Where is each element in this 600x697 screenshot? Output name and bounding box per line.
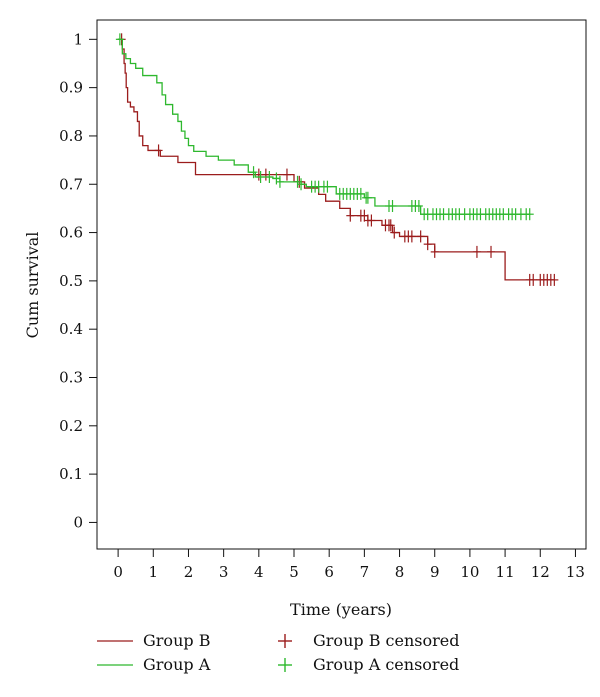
group-b-censored-marker [487, 245, 496, 258]
group-a-censored-marker [356, 187, 365, 200]
legend-group-a-line-label: Group A [143, 655, 211, 674]
group-b-censored-marker [550, 273, 559, 286]
group-b-censored-marker [282, 168, 291, 181]
group-a-censored-marker [115, 33, 124, 46]
y-tick-label: 0.3 [59, 368, 83, 386]
x-tick-label: 1 [149, 563, 159, 581]
x-axis-label: Time (years) [290, 600, 392, 619]
group-a-censored-marker [275, 175, 284, 188]
x-tick-label: 0 [113, 563, 123, 581]
group-a-censored-marker [293, 175, 302, 188]
group-a-censored-marker [525, 208, 534, 221]
group-b-survival-line [118, 38, 555, 281]
group-a-censored-marker [265, 171, 274, 184]
y-tick-label: 1 [73, 30, 83, 48]
y-tick-label: 0.8 [59, 127, 83, 145]
y-tick-label: 0 [73, 513, 83, 531]
x-tick-label: 5 [289, 563, 299, 581]
group-a-censored-marker [272, 172, 281, 185]
group-b-censored-marker [390, 226, 399, 239]
legend-group-a-censored-label: Group A censored [313, 655, 459, 674]
legend-group-b-censored-marker [278, 634, 292, 648]
legend-group-b-line-label: Group B [143, 631, 210, 650]
group-b-censored-marker [386, 219, 395, 232]
group-b-censored-marker [367, 214, 376, 227]
y-axis-label: Cum survival [23, 232, 42, 339]
group-b-censored-marker [416, 230, 425, 243]
legend-group-b-censored-label: Group B censored [313, 631, 459, 650]
y-tick-label: 0.7 [59, 175, 83, 193]
group-b-censored-marker [261, 168, 270, 181]
group-a-survival-line [118, 38, 530, 215]
group-a-censored-marker [256, 171, 265, 184]
group-a-censored-marker [414, 199, 423, 212]
x-tick-label: 12 [531, 563, 550, 581]
x-tick-label: 4 [254, 563, 264, 581]
group-b-censored-marker [472, 245, 481, 258]
x-tick-label: 6 [324, 563, 334, 581]
x-tick-label: 2 [184, 563, 194, 581]
x-tick-label: 3 [219, 563, 229, 581]
x-tick-label: 11 [496, 563, 515, 581]
group-b-censored-marker [360, 209, 369, 222]
group-a-censored-marker [323, 180, 332, 193]
group-a-censored-marker [297, 178, 306, 191]
x-tick-label: 7 [360, 563, 370, 581]
group-b-censored-marker [407, 230, 416, 243]
y-tick-label: 0.5 [59, 272, 83, 290]
series-layer [115, 33, 559, 286]
y-tick-label: 0.4 [59, 320, 83, 338]
legend-group-a-censored-marker [278, 658, 292, 672]
y-tick-label: 0.9 [59, 79, 83, 97]
group-b-censored-marker [346, 209, 355, 222]
y-axis-ticks: 0 0.1 0.2 0.3 0.4 0.5 0.6 0.7 0.8 0.9 1 [59, 30, 97, 531]
x-axis-ticks: 0 1 2 3 4 5 6 7 8 9 10 11 12 13 [113, 549, 585, 581]
group-b-censored-marker [254, 168, 263, 181]
x-tick-label: 8 [395, 563, 405, 581]
y-tick-label: 0.2 [59, 417, 83, 435]
group-b-censored-marker [423, 238, 432, 251]
group-b-censored-marker [430, 245, 439, 258]
group-a-censored-marker [363, 191, 372, 204]
x-tick-label: 10 [460, 563, 479, 581]
x-tick-label: 9 [430, 563, 440, 581]
group-b-censored-marker [154, 144, 163, 157]
x-tick-label: 13 [566, 563, 585, 581]
group-a-censored-marker [249, 166, 258, 179]
y-tick-label: 0.6 [59, 224, 83, 242]
legend: Group B Group A Group B censored Group A… [97, 631, 459, 674]
group-b-censored-marker [529, 273, 538, 286]
plot-frame [96, 19, 587, 550]
y-tick-label: 0.1 [59, 465, 83, 483]
group-a-censored-marker [388, 199, 397, 212]
